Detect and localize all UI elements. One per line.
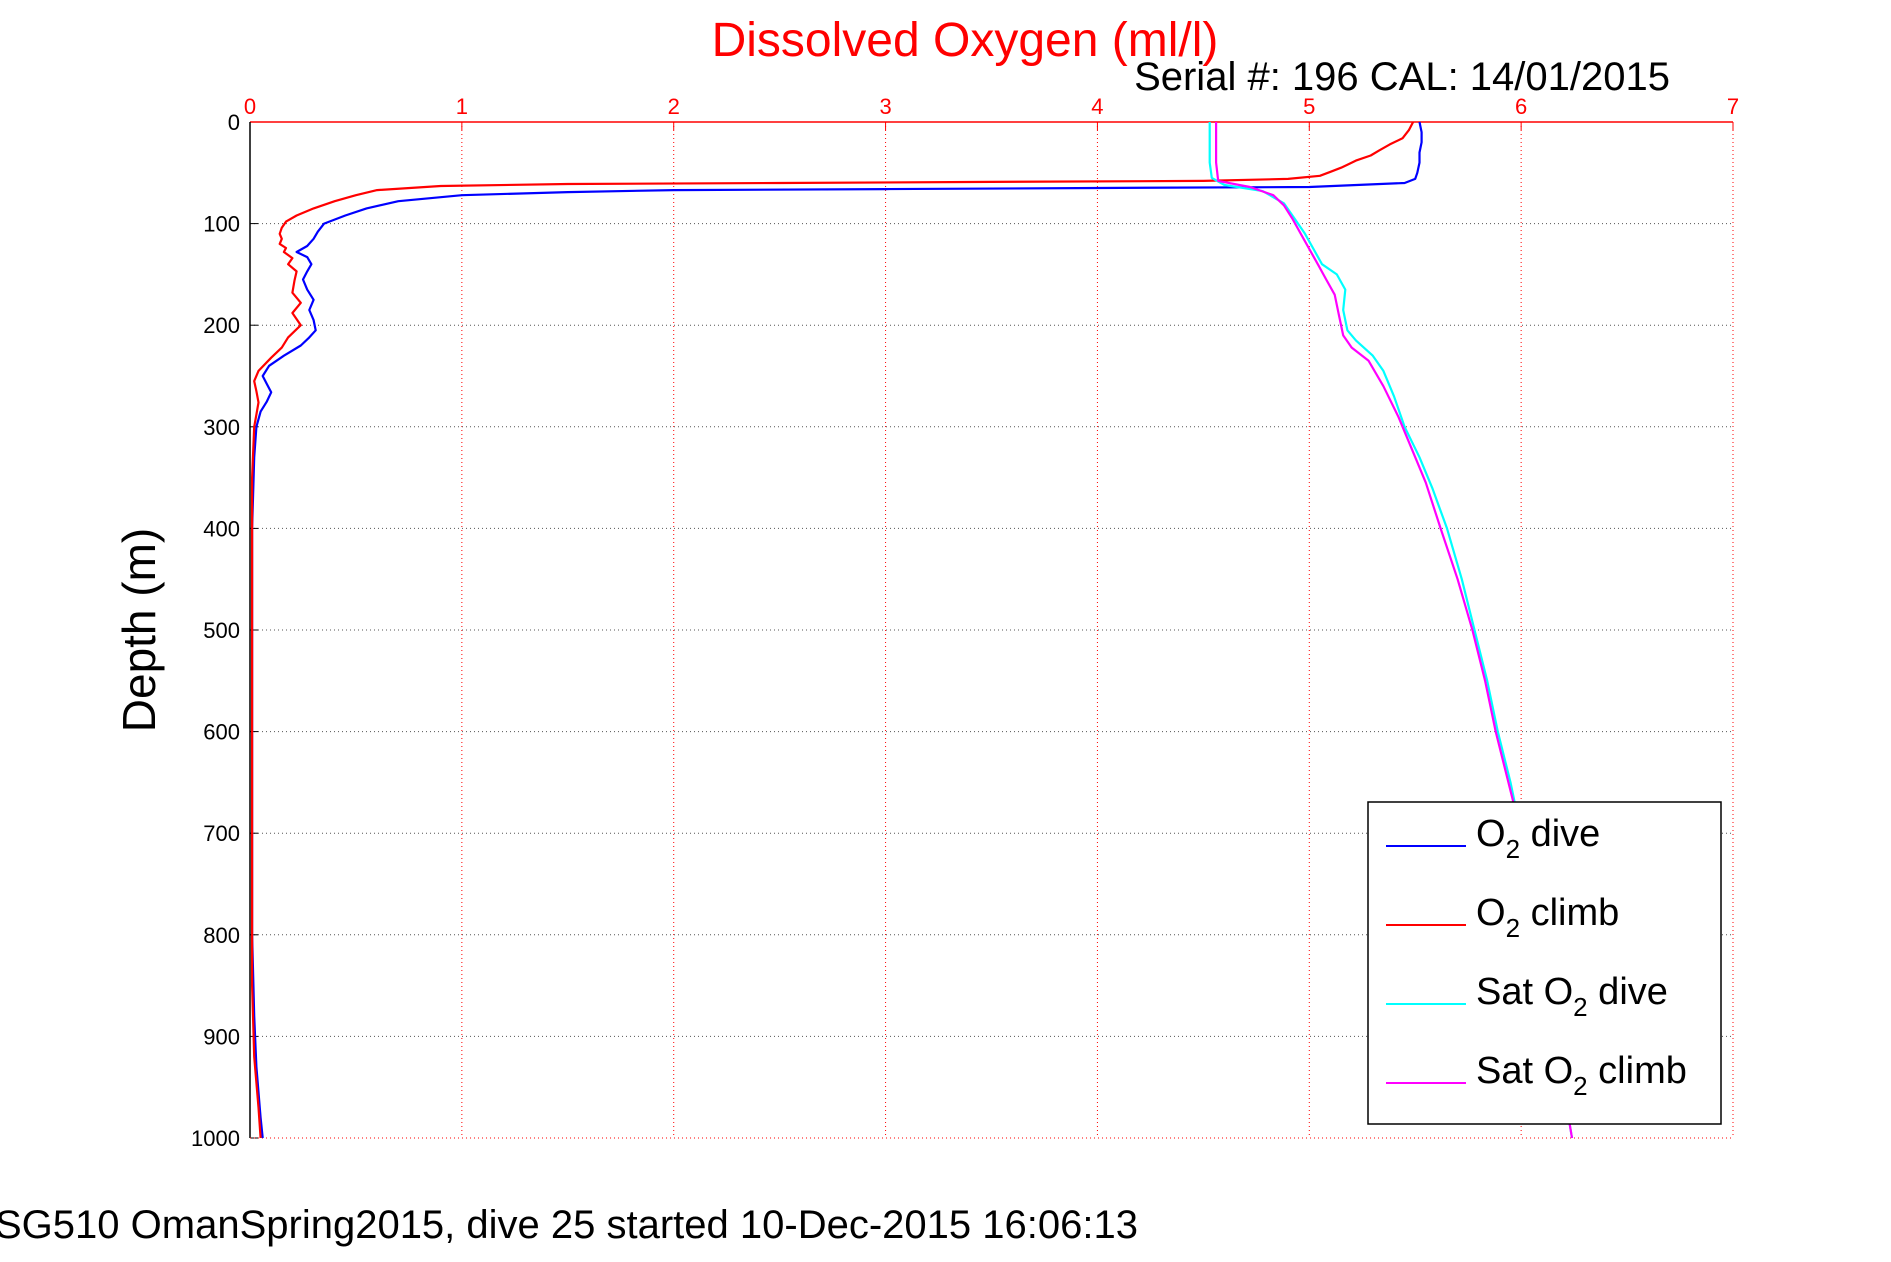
footer-caption: SG510 OmanSpring2015, dive 25 started 10…: [0, 1203, 1138, 1247]
series-line-4: [1215, 122, 1574, 1139]
series-group: [251, 121, 1574, 1139]
chart-title: Dissolved Oxygen (ml/l): [712, 14, 1219, 67]
x-tick-label: 6: [1515, 94, 1527, 119]
axes: 0 1 2 3 4 5 6 7 0 100 200 300 400 500 600 700 800 900 1000: [191, 94, 1739, 1151]
x-tick-label: 5: [1303, 94, 1315, 119]
legend-entry-3: Sat O2 dive: [1476, 971, 1668, 1022]
x-tick-label: 1: [456, 94, 468, 119]
y-tick-label: 400: [203, 516, 240, 541]
y-tick-label: 0: [228, 110, 240, 135]
legend-box: [1367, 801, 1722, 1125]
y-tick-label: 1000: [191, 1126, 240, 1151]
legend: O2 dive O2 climb Sat O2 dive Sat O2 climb: [1367, 801, 1722, 1125]
series-line-2: [251, 121, 1415, 1139]
x-tick-label: 0: [244, 94, 256, 119]
y-tick-label: 200: [203, 313, 240, 338]
x-tick-label: 7: [1727, 94, 1739, 119]
grid: [250, 122, 1733, 1138]
x-tick-label: 4: [1091, 94, 1103, 119]
y-tick-label: 100: [203, 212, 240, 237]
x-tick-label: 3: [879, 94, 891, 119]
legend-entry-1: O2 dive: [1476, 813, 1600, 864]
chart-subtitle: Serial #: 196 CAL: 14/01/2015: [1134, 55, 1670, 99]
y-axis-label: Depth (m): [113, 528, 165, 732]
x-tick-label: 2: [668, 94, 680, 119]
legend-entry-4: Sat O2 climb: [1476, 1050, 1687, 1101]
y-tick-label: 500: [203, 618, 240, 643]
legend-entry-2: O2 climb: [1476, 892, 1619, 943]
y-tick-label: 300: [203, 415, 240, 440]
y-tick-label: 700: [203, 821, 240, 846]
y-tick-label: 600: [203, 720, 240, 745]
y-tick-label: 900: [203, 1024, 240, 1049]
y-tick-label: 800: [203, 923, 240, 948]
